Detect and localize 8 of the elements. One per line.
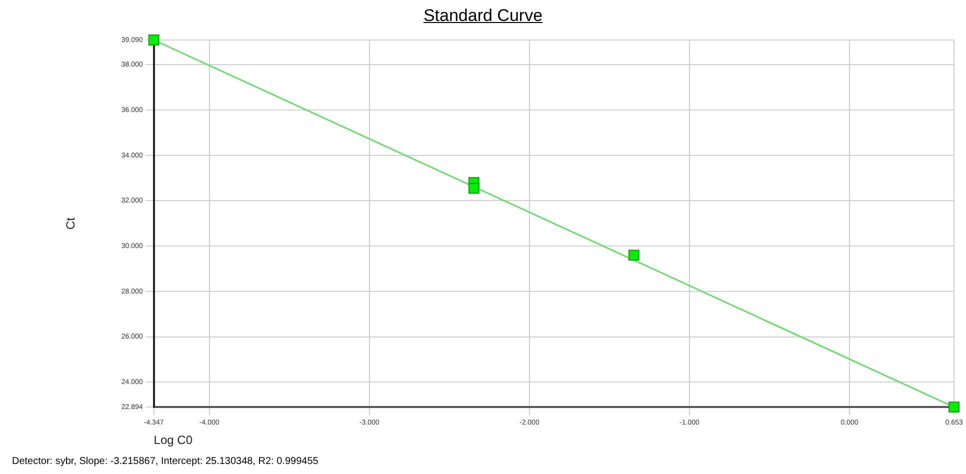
point bbox=[148, 34, 160, 46]
point bbox=[468, 182, 480, 194]
chart-title: Standard Curve bbox=[422, 6, 544, 26]
x-axis-title: Log C0 bbox=[154, 433, 193, 448]
y-axis-title: Ct bbox=[64, 216, 78, 230]
point bbox=[948, 402, 960, 413]
point bbox=[628, 250, 640, 261]
text: Detector: sybr, Slope: -3.215867, Intercept: 25.130348, R2: 0.999455 bbox=[12, 456, 318, 467]
